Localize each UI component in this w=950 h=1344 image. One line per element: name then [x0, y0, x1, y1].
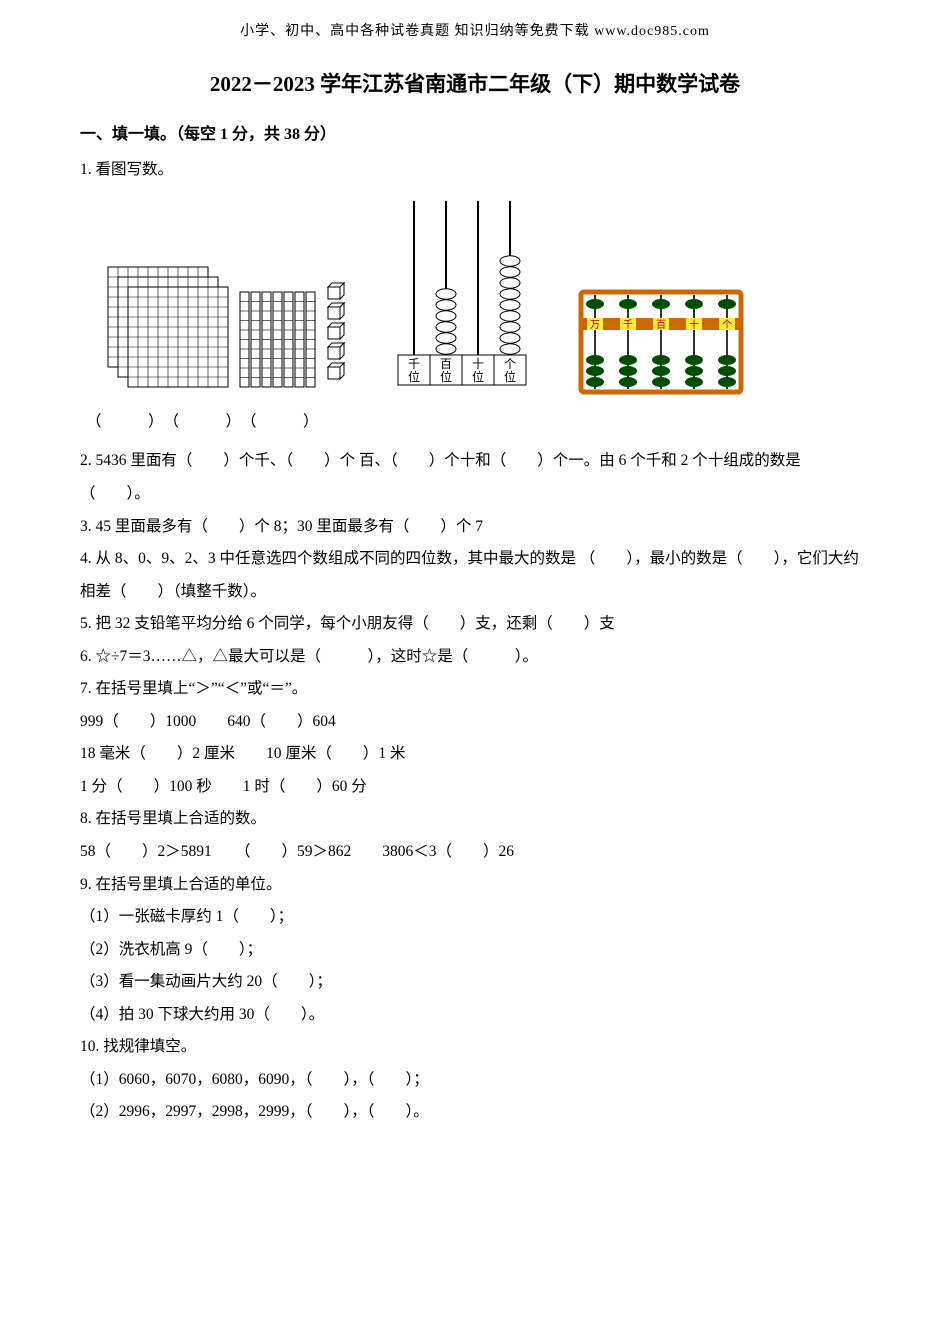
svg-text:位: 位: [440, 369, 452, 384]
q10-line0: 10. 找规律填空。: [80, 1031, 870, 1064]
q9-line4: （4）拍 30 下球大约用 30（ ）。: [80, 999, 870, 1032]
q7-line1: 999（ ）1000 640（ ）604: [80, 706, 870, 739]
figure-abacus: 万千百十个: [576, 287, 746, 402]
q8-line1: 58（ ）2＞5891 （ ）59＞862 3806＜3（ ）26: [80, 836, 870, 869]
svg-text:百: 百: [656, 319, 666, 331]
q4-text: 4. 从 8、0、9、2、3 中任意选四个数组成不同的四位数，其中最大的数是 （…: [80, 543, 870, 608]
svg-text:个: 个: [504, 357, 516, 371]
q7-line0: 7. 在括号里填上“＞”“＜”或“＝”。: [80, 673, 870, 706]
svg-text:十: 十: [689, 318, 699, 331]
q10-line1: （1）6060，6070，6080，6090，（ ），（ ）；: [80, 1064, 870, 1097]
q1-answer-blanks: （ ） （ ） （ ）: [86, 408, 870, 436]
svg-text:位: 位: [504, 369, 516, 384]
q7-line2: 18 毫米（ ）2 厘米 10 厘米（ ）1 米: [80, 738, 870, 771]
q1-figures-row: 千位百位十位个位 万千百十个: [90, 197, 870, 402]
section-1-heading: 一、填一填。（每空 1 分，共 38 分）: [80, 120, 870, 144]
q9-line1: （1）一张磁卡厚约 1（ ）；: [80, 901, 870, 934]
svg-text:位: 位: [408, 369, 420, 384]
q2-text: 2. 5436 里面有（ ）个千、（ ）个 百、（ ）个十和（ ）个一。由 6 …: [80, 445, 870, 510]
q9-line3: （3）看一集动画片大约 20（ ）；: [80, 966, 870, 999]
exam-page: 小学、初中、高中各种试卷真题 知识归纳等免费下载 www.doc985.com …: [0, 0, 950, 1169]
svg-text:位: 位: [472, 369, 484, 384]
q6-text: 6. ☆÷7＝3……△，△最大可以是（ ），这时☆是（ ）。: [80, 641, 870, 674]
q8-line0: 8. 在括号里填上合适的数。: [80, 803, 870, 836]
svg-text:千: 千: [408, 357, 420, 371]
svg-text:百: 百: [440, 357, 452, 371]
q3-text: 3. 45 里面最多有（ ）个 8；30 里面最多有（ ）个 7: [80, 511, 870, 544]
page-header-source: 小学、初中、高中各种试卷真题 知识归纳等免费下载 www.doc985.com: [80, 20, 870, 40]
q9-line0: 9. 在括号里填上合适的单位。: [80, 869, 870, 902]
svg-text:个: 个: [722, 319, 732, 331]
svg-text:万: 万: [590, 320, 600, 331]
q7-line3: 1 分（ ）100 秒 1 时（ ）60 分: [80, 771, 870, 804]
q9-line2: （2）洗衣机高 9（ ）；: [80, 934, 870, 967]
figure-counting-rods: 千位百位十位个位: [378, 197, 548, 402]
svg-text:十: 十: [472, 357, 484, 371]
figure-base-blocks: [90, 237, 350, 402]
svg-text:千: 千: [623, 319, 633, 331]
q1-prompt: 1. 看图写数。: [80, 154, 870, 187]
q5-text: 5. 把 32 支铅笔平均分给 6 个同学，每个小朋友得（ ）支，还剩（ ）支: [80, 608, 870, 641]
exam-title: 2022－2023 学年江苏省南通市二年级（下）期中数学试卷: [80, 68, 870, 98]
q10-line2: （2）2996，2997，2998，2999，（ ），（ ）。: [80, 1096, 870, 1129]
